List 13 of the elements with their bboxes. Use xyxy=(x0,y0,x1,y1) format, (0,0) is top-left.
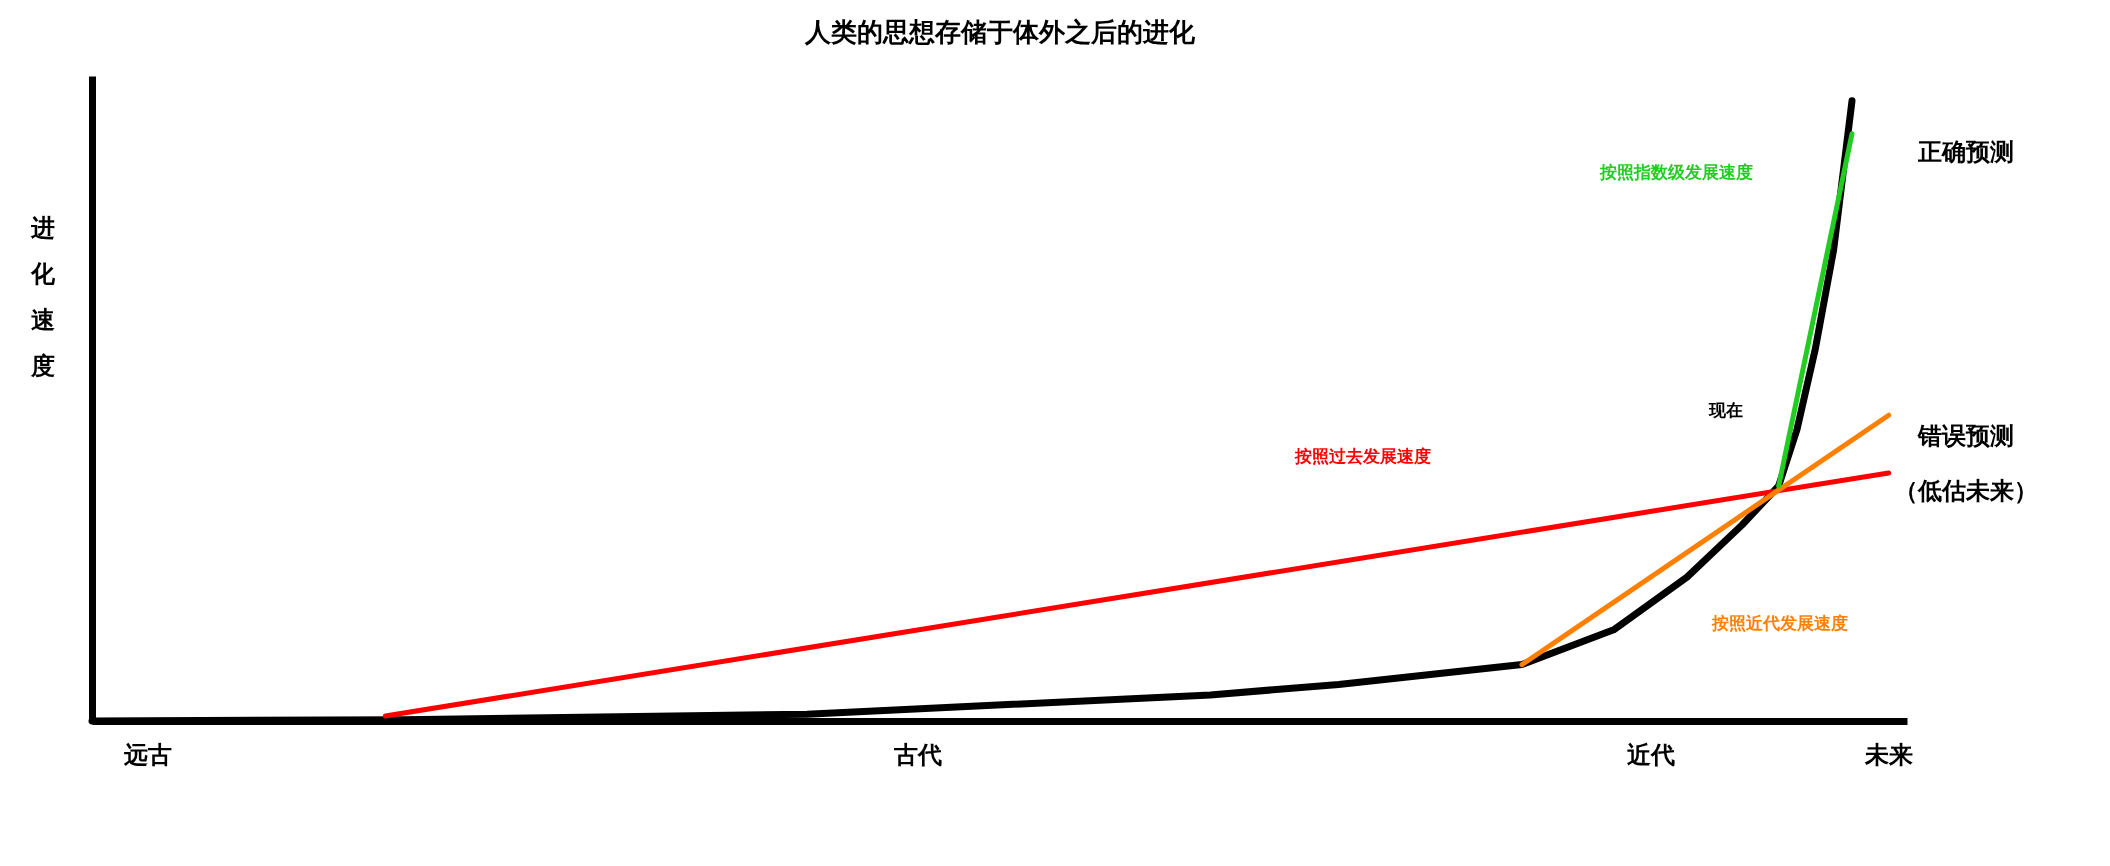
x-tick-label: 远古 xyxy=(122,740,172,769)
x-tick-label: 未来 xyxy=(1864,740,1914,769)
text: 按照过去发展速度 xyxy=(1293,445,1431,466)
y-axis-title: 进化速度 xyxy=(29,213,56,380)
text: 正确预测 xyxy=(1916,138,2014,167)
text: 按照近代发展速度 xyxy=(1710,613,1848,634)
text: 按照指数级发展速度 xyxy=(1598,161,1753,182)
chart-title: 人类的思想存储于体外之后的进化 xyxy=(803,17,1196,47)
annotation: （低估未来） xyxy=(1894,477,2039,506)
x-tick-label: 古代 xyxy=(892,740,942,769)
annotation: 现在 xyxy=(1707,400,1743,421)
text: 错误预测 xyxy=(1916,422,2014,451)
x-tick-label: 近代 xyxy=(1626,740,1675,769)
